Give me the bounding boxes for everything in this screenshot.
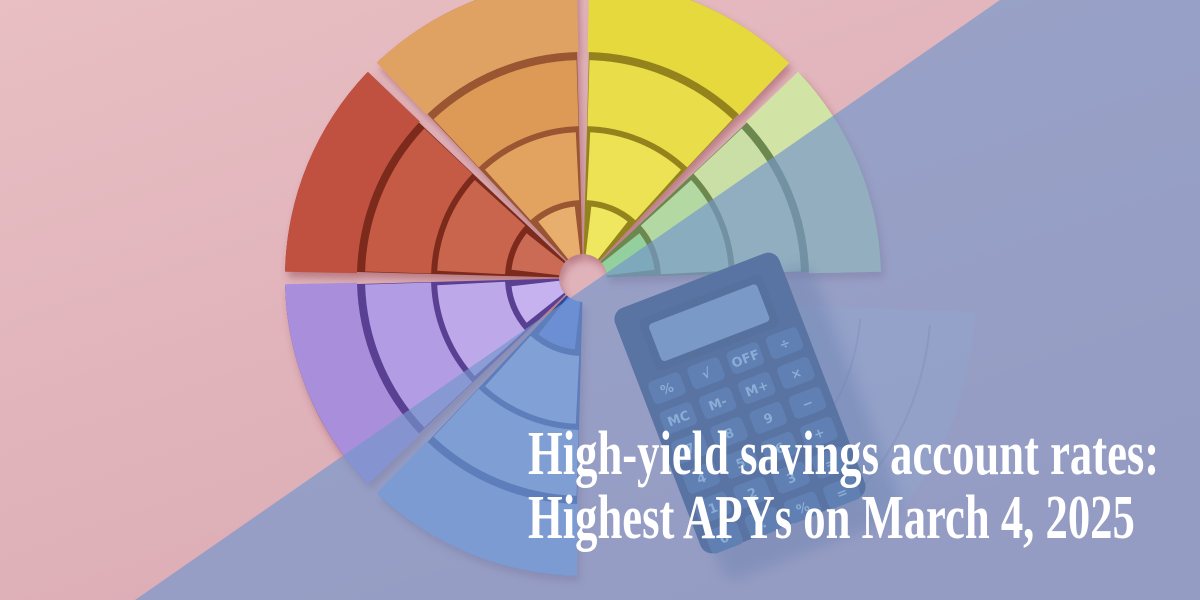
pie-wedge-red <box>285 71 566 278</box>
headline-line-2: Highest APYs on March 4, 2025 <box>528 484 1135 552</box>
pie-wedge-orange <box>376 0 583 261</box>
pie-piece-yellow-3 <box>587 60 733 168</box>
pie-wedge-yellow <box>583 0 790 261</box>
pie-piece-orange-3 <box>433 60 579 168</box>
pie-piece-red-3 <box>365 128 473 274</box>
pie-piece-yellow-1 <box>585 206 628 260</box>
headline-line-1: High-yield savings account rates: <box>528 420 1160 488</box>
pie-piece-red-1 <box>511 233 565 276</box>
pie-piece-yellow-4 <box>587 0 790 115</box>
headline: High-yield savings account rates: Highes… <box>528 420 1160 552</box>
pie-piece-orange-2 <box>485 132 580 221</box>
pie-piece-purple-1 <box>511 280 565 323</box>
blue-diagonal-overlay <box>135 0 1200 600</box>
pie-piece-red-2 <box>437 180 526 275</box>
pie-piece-purple-2 <box>437 281 526 376</box>
pie-piece-yellow-2 <box>586 132 681 221</box>
pie-piece-red-4 <box>285 71 420 274</box>
pie-piece-orange-4 <box>376 0 579 115</box>
pie-piece-orange-1 <box>538 206 581 260</box>
